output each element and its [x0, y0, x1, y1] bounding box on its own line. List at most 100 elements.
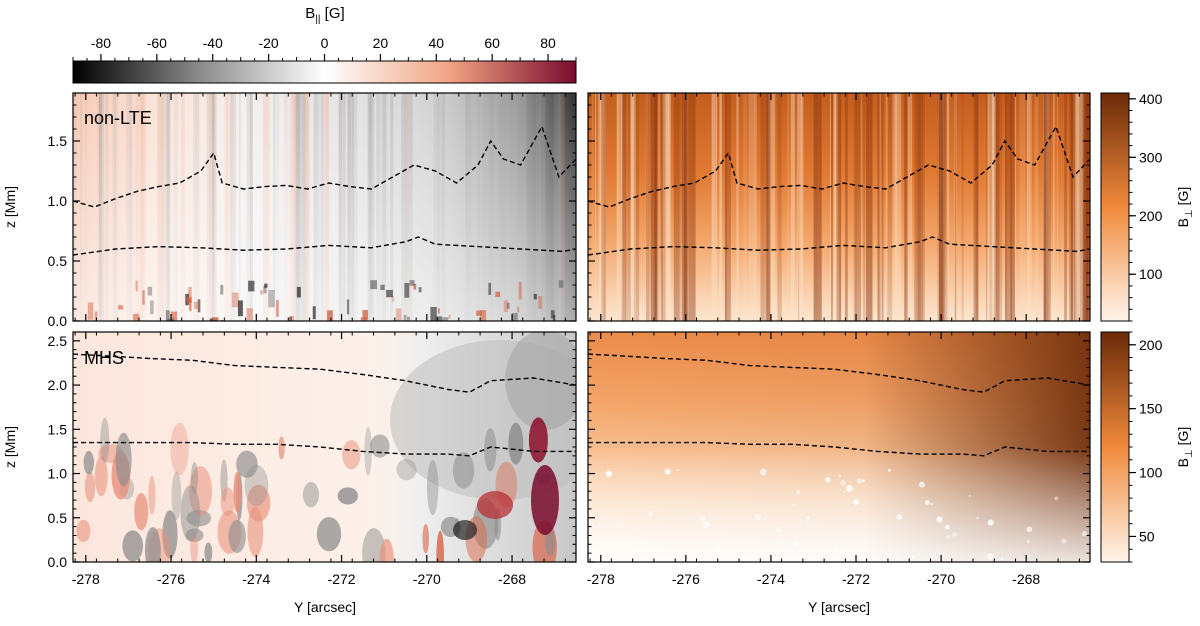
texture-speck — [664, 468, 671, 475]
texture-speck — [289, 316, 292, 321]
texture-speck — [619, 524, 623, 528]
texture-speck — [1026, 526, 1033, 533]
texture-speck — [380, 284, 385, 291]
texture-stripe — [1080, 93, 1085, 321]
texture-stripe — [994, 93, 1000, 321]
colorbar-mhs-bperp-gradient — [1100, 331, 1130, 563]
texture-blob — [337, 487, 358, 505]
texture-speck — [838, 474, 842, 478]
texture-speck — [700, 516, 706, 522]
panel-mhs-bperp-contours — [588, 353, 1090, 457]
texture-speck — [533, 293, 537, 300]
texture-speck — [246, 308, 253, 321]
texture-blob — [278, 436, 285, 460]
texture-blob — [508, 422, 524, 465]
texture-stripe — [630, 93, 635, 321]
texture-stripe — [1030, 93, 1032, 321]
x-tick-label: -274 — [242, 571, 270, 587]
texture-stripe — [879, 93, 882, 321]
x-tick-label: -274 — [757, 571, 785, 587]
texture-blob — [220, 487, 235, 517]
texture-stripe — [591, 93, 594, 321]
texture-blob — [452, 452, 475, 489]
texture-speck — [327, 310, 333, 321]
texture-speck — [558, 280, 564, 288]
texture-stripe — [1085, 93, 1090, 321]
panel-nonlte-bpar-annotation: non-LTE — [84, 108, 152, 128]
texture-stripe — [920, 93, 925, 321]
texture-stripe — [914, 93, 917, 321]
texture-speck — [133, 313, 140, 321]
texture-stripe — [877, 93, 880, 321]
texture-stripe — [798, 93, 800, 321]
texture-stripe — [736, 93, 739, 321]
texture-blob — [144, 526, 161, 562]
texture-speck — [413, 283, 417, 290]
texture-blob — [528, 417, 548, 463]
texture-stripe — [939, 93, 944, 321]
texture-speck — [518, 281, 522, 300]
texture-speck — [759, 468, 767, 476]
contour-line — [588, 236, 1090, 256]
panel-nonlte-bpar-axes: 0.0 0.5 1.0 1.5 — [48, 93, 576, 329]
texture-stripe — [1082, 93, 1088, 321]
texture-stripe — [992, 93, 996, 321]
texture-stripe — [1014, 93, 1016, 321]
texture-stripe — [656, 93, 660, 321]
colorbar-nonlte-bperp-gradient — [1100, 92, 1130, 322]
texture-speck — [550, 310, 555, 319]
texture-blob — [364, 426, 372, 476]
y-tick-label: 0.0 — [48, 313, 68, 329]
texture-blob — [188, 466, 213, 516]
texture-stripe — [813, 93, 818, 321]
texture-stripe — [630, 93, 636, 321]
texture-stripe — [797, 93, 800, 321]
panel-mhs-bpar-contours — [73, 353, 576, 457]
texture-speck — [792, 503, 796, 507]
texture-speck — [840, 480, 846, 487]
texture-stripe — [1073, 93, 1079, 321]
colorbar-nonlte-bperp-ticks: 100 200 300 400 — [1129, 91, 1163, 322]
panel-nonlte-bperp — [587, 92, 1091, 322]
texture-blob — [220, 459, 228, 502]
contour-line — [588, 124, 1090, 208]
texture-blob — [436, 530, 445, 562]
texture-stripe — [660, 93, 663, 321]
texture-speck — [862, 479, 865, 483]
texture-speck — [843, 490, 846, 493]
texture-stripe — [646, 93, 650, 321]
texture-stripe — [754, 93, 757, 321]
texture-stripe — [939, 93, 945, 321]
contour-line — [588, 441, 1090, 457]
texture-stripe — [987, 93, 993, 321]
texture-speck — [87, 302, 94, 320]
x-tick-label: -276 — [672, 571, 700, 587]
contour-line — [73, 124, 576, 208]
texture-speck — [220, 284, 224, 295]
texture-speck — [592, 539, 596, 543]
texture-speck — [391, 295, 395, 302]
panel-mhs-bpar-annotation: MHS — [84, 348, 124, 368]
texture-stripe — [1010, 93, 1016, 321]
texture-stripe — [986, 93, 988, 321]
top-colorbar-tick-label: 0 — [321, 35, 329, 51]
texture-stripe — [766, 93, 771, 321]
texture-stripe — [621, 93, 623, 321]
texture-speck — [186, 297, 192, 303]
texture-speck — [142, 290, 145, 305]
texture-blob — [185, 528, 204, 543]
texture-speck — [605, 470, 613, 478]
panel-nonlte-bperp-contours — [588, 124, 1090, 256]
top-colorbar-tick-label: -60 — [147, 35, 167, 51]
texture-speck — [715, 546, 722, 553]
y-tick-label: 1.5 — [48, 421, 68, 437]
top-colorbar-tick-label: 20 — [373, 35, 389, 51]
colorbar-tick-label: 100 — [1139, 465, 1163, 481]
texture-blob — [170, 422, 189, 476]
texture-speck — [197, 299, 201, 313]
panel-mhs-bperp-xlabel: Y [arcsec] — [808, 599, 870, 615]
texture-stripe — [668, 93, 671, 321]
texture-stripe — [1071, 93, 1073, 321]
texture-stripe — [796, 93, 803, 321]
texture-speck — [503, 300, 508, 313]
